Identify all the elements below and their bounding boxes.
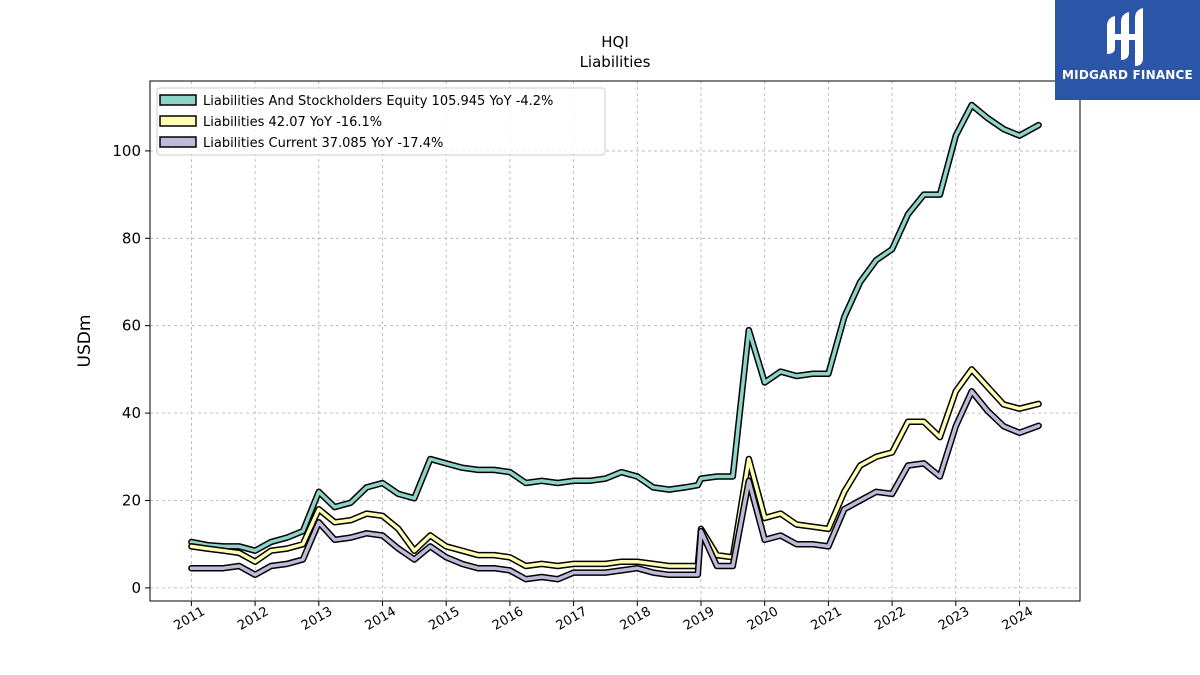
legend-label: Liabilities Current 37.085 YoY -17.4% [203, 136, 443, 151]
x-tick-label: 2016 [490, 604, 526, 634]
x-axis-ticks: 2011 2012 2013 2014 2015 2016 2017 2018 2019 2020… [172, 601, 1036, 634]
y-tick-label: 20 [122, 491, 141, 509]
x-tick-label: 2017 [554, 604, 590, 634]
legend-label: Liabilities And Stockholders Equity 105.… [203, 94, 553, 109]
x-tick-label: 2011 [172, 604, 208, 634]
x-tick-label: 2012 [235, 604, 271, 634]
x-tick-label: 2014 [363, 604, 399, 634]
y-tick-label: 60 [122, 317, 141, 335]
legend-swatch [159, 115, 197, 127]
y-tick-label: 0 [131, 579, 141, 597]
series-line-2 [189, 389, 1041, 581]
x-tick-label: 2015 [426, 604, 462, 634]
x-tick-label: 2020 [745, 604, 781, 634]
legend: Liabilities And Stockholders Equity 105.… [156, 87, 606, 156]
plot-frame [149, 80, 1081, 602]
midgard-finance-logo: MIDGARD FINANCE [1055, 0, 1200, 100]
series-lines [188, 101, 1042, 583]
x-tick-label: 2024 [1000, 604, 1036, 634]
chart-title: HQI [601, 33, 629, 51]
y-axis-label: USDm [75, 315, 95, 368]
y-tick-label: 40 [122, 404, 141, 422]
x-tick-label: 2023 [936, 604, 972, 634]
legend-swatch [159, 136, 197, 148]
x-tick-label: 2018 [617, 604, 653, 634]
x-tick-label: 2022 [872, 604, 908, 634]
series-line-1 [189, 367, 1041, 568]
legend-box [156, 87, 606, 156]
chart-subtitle: Liabilities [580, 53, 651, 71]
x-tick-label: 2013 [299, 604, 335, 634]
y-tick-label: 80 [122, 229, 141, 247]
legend-swatch [159, 94, 197, 106]
x-tick-label: 2019 [681, 604, 717, 634]
logo-mark-icon [1107, 8, 1143, 66]
logo-text: MIDGARD FINANCE [1062, 68, 1193, 82]
y-axis-ticks: 0 20 40 60 80 100 [112, 142, 150, 597]
series-line-0 [189, 103, 1041, 553]
x-tick-label: 2021 [809, 604, 845, 634]
y-tick-label: 100 [112, 142, 141, 160]
legend-label: Liabilities 42.07 YoY -16.1% [203, 115, 382, 130]
grid [150, 81, 1080, 601]
